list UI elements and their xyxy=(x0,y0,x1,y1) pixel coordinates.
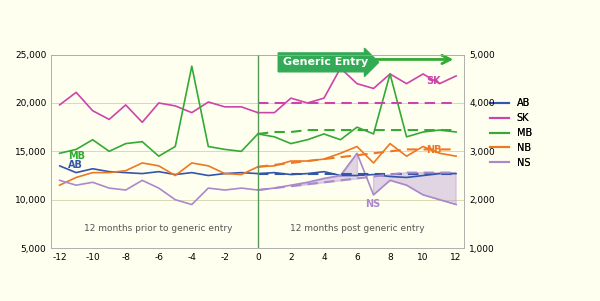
Text: MB: MB xyxy=(68,151,85,161)
Text: NB: NB xyxy=(427,145,442,155)
Text: 12 months prior to generic entry: 12 months prior to generic entry xyxy=(85,224,233,233)
Text: AB: AB xyxy=(68,160,83,170)
Legend: AB, SK, MB, NB, NS: AB, SK, MB, NB, NS xyxy=(485,94,536,172)
Text: SK: SK xyxy=(427,76,441,86)
Text: Generic Entry: Generic Entry xyxy=(283,57,368,67)
Text: NS: NS xyxy=(365,200,380,209)
Text: 12 months post generic entry: 12 months post generic entry xyxy=(290,224,424,233)
